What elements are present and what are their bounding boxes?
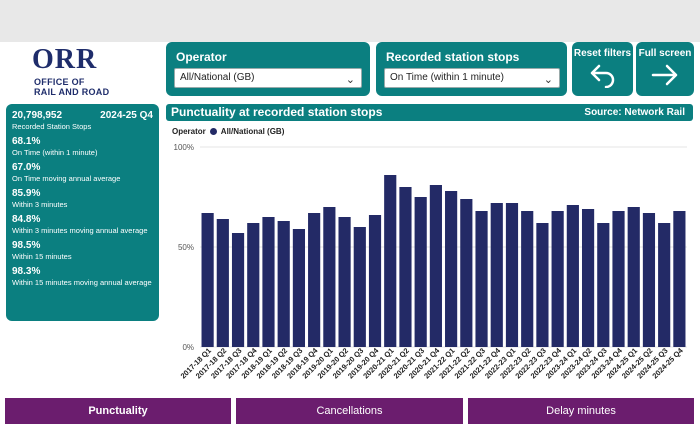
- bar: [323, 207, 336, 347]
- bar: [536, 223, 549, 347]
- stops-filter-card: Recorded station stops On Time (within 1…: [376, 42, 567, 96]
- stops-select[interactable]: On Time (within 1 minute) ⌄: [384, 68, 560, 88]
- undo-arrow-icon: [590, 64, 614, 88]
- chart-source: Source: Network Rail: [584, 107, 685, 118]
- stat-label: Within 3 minutes moving annual average: [12, 226, 148, 235]
- stat-value: 85.9%: [12, 188, 41, 199]
- stat-value: 98.3%: [12, 266, 41, 277]
- chart-header: Punctuality at recorded station stops So…: [166, 104, 693, 121]
- stat-label: Within 15 minutes: [12, 252, 72, 261]
- orr-logo: ORR OFFICE OF RAIL AND ROAD: [14, 44, 124, 97]
- stat-value: 67.0%: [12, 162, 41, 173]
- top-bar: [0, 0, 700, 42]
- tab-cancellations[interactable]: Cancellations: [236, 398, 463, 424]
- stat-label: On Time moving annual average: [12, 174, 121, 183]
- chevron-down-icon: ⌄: [543, 74, 553, 86]
- operator-select[interactable]: All/National (GB) ⌄: [174, 68, 362, 88]
- stat-label: On Time (within 1 minute): [12, 148, 98, 157]
- bar: [414, 197, 427, 347]
- bar: [658, 223, 671, 347]
- bar: [505, 203, 519, 347]
- logo-line2: RAIL AND ROAD: [34, 87, 110, 97]
- full-screen-button[interactable]: Full screen: [636, 42, 694, 96]
- tab-delay-minutes[interactable]: Delay minutes: [468, 398, 694, 424]
- bar: [566, 205, 579, 347]
- logo-mark: ORR: [32, 44, 98, 75]
- y-tick-label: 50%: [178, 243, 194, 252]
- bar: [247, 223, 260, 347]
- stat-label: Within 15 minutes moving annual average: [12, 278, 152, 287]
- bar: [627, 207, 640, 347]
- bar: [490, 203, 503, 347]
- bar: [368, 215, 382, 347]
- legend-title: Operator: [172, 127, 206, 136]
- bar: [353, 227, 366, 347]
- chevron-down-icon: ⌄: [345, 74, 355, 86]
- stops-select-value: On Time (within 1 minute): [390, 72, 504, 83]
- legend-series-label: All/National (GB): [220, 127, 285, 136]
- bar: [475, 211, 488, 347]
- bar: [429, 185, 442, 347]
- bar: [597, 223, 610, 347]
- total-stops-value: 20,798,952: [12, 110, 63, 121]
- operator-select-value: All/National (GB): [180, 72, 255, 83]
- operator-filter-title: Operator: [176, 50, 227, 64]
- period-value: 2024-25 Q4: [100, 110, 153, 121]
- bar: [384, 175, 397, 347]
- bar: [338, 217, 351, 347]
- legend-swatch: [209, 128, 217, 135]
- bar: [308, 213, 321, 347]
- bar: [521, 211, 534, 347]
- bar: [445, 191, 458, 347]
- stat-value: 84.8%: [12, 214, 41, 225]
- logo-line1: OFFICE OF: [34, 77, 85, 87]
- stat-value: 68.1%: [12, 136, 41, 147]
- logo-text: OFFICE OF RAIL AND ROAD: [34, 77, 109, 97]
- tab-punctuality[interactable]: Punctuality: [5, 398, 231, 424]
- bar: [460, 199, 473, 347]
- bar: [231, 233, 245, 347]
- reset-filters-button[interactable]: Reset filters: [572, 42, 633, 96]
- full-screen-label: Full screen: [638, 48, 692, 59]
- bar: [201, 213, 214, 347]
- arrow-right-icon: [651, 64, 678, 86]
- reset-filters-label: Reset filters: [573, 48, 632, 59]
- stat-value: 98.5%: [12, 240, 41, 251]
- bar: [673, 211, 686, 347]
- bar: [642, 213, 656, 347]
- y-tick-label: 100%: [174, 143, 194, 152]
- stops-filter-title: Recorded station stops: [386, 50, 520, 64]
- bar: [292, 229, 306, 347]
- bar: [612, 211, 625, 347]
- bar: [277, 221, 290, 347]
- bar: [551, 211, 564, 347]
- chart-title: Punctuality at recorded station stops: [171, 105, 383, 119]
- bar: [399, 187, 412, 347]
- bar: [581, 209, 595, 347]
- y-tick-label: 0%: [182, 343, 194, 352]
- summary-panel: 20,798,952 2024-25 Q4 Recorded Station S…: [6, 104, 159, 321]
- summary-header-row: 20,798,952 2024-25 Q4: [12, 110, 153, 121]
- bar: [216, 219, 229, 347]
- stat-label: Within 3 minutes: [12, 200, 68, 209]
- total-stops-label: Recorded Station Stops: [12, 122, 92, 131]
- chart-legend[interactable]: Operator All/National (GB): [172, 127, 284, 136]
- operator-filter-card: Operator All/National (GB) ⌄: [166, 42, 370, 96]
- bar: [262, 217, 275, 347]
